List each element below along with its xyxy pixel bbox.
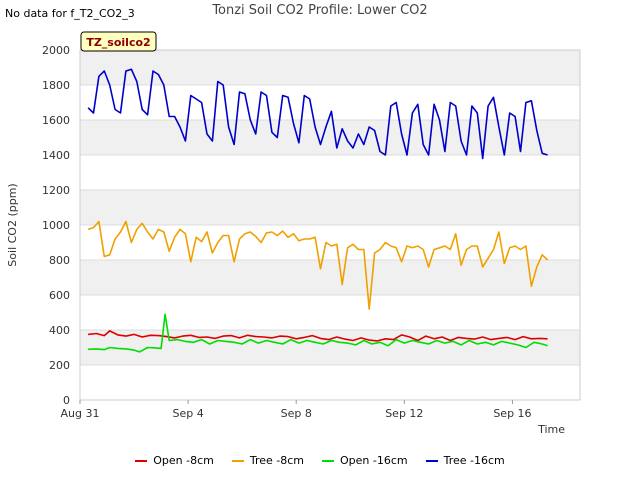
chart-title: Tonzi Soil CO2 Profile: Lower CO2: [212, 3, 428, 18]
legend-item: Open -16cm: [322, 454, 408, 467]
band-600: [80, 260, 580, 295]
y-tick-label: 200: [49, 359, 70, 372]
y-tick-label: 1800: [42, 79, 70, 92]
legend-swatch: [425, 459, 438, 462]
badge-label: TZ_soilco2: [86, 36, 150, 49]
x-tick-label: Sep 8: [281, 407, 312, 420]
y-axis-ticks: 0 200 400 600 800 1000 1200 1400 1600 1800 2000: [42, 44, 70, 407]
legend-label: Open -8cm: [153, 454, 214, 467]
x-tick-label: Aug 31: [61, 407, 100, 420]
y-tick-label: 1600: [42, 114, 70, 127]
y-tick-label: 1400: [42, 149, 70, 162]
y-tick-label: 1200: [42, 184, 70, 197]
legend-swatch: [231, 459, 244, 462]
series-line-open-16cm: [88, 313, 548, 353]
x-tick-label: Sep 4: [172, 407, 203, 420]
series-line-tree-8cm: [87, 220, 549, 310]
legend: Open -8cm Tree -8cm Open -16cm Tree -16cm: [0, 454, 640, 467]
y-tick-label: 800: [49, 254, 70, 267]
x-axis-ticks: Aug 31 Sep 4 Sep 8 Sep 12 Sep 16: [61, 400, 532, 420]
band-1000: [80, 190, 580, 225]
background-bands: [80, 50, 580, 365]
x-tick-label: Sep 12: [385, 407, 423, 420]
x-tick-label: Sep 16: [493, 407, 531, 420]
legend-swatch: [322, 459, 334, 462]
plot-frame: [79, 49, 581, 401]
y-tick-label: 2000: [42, 44, 70, 57]
series-line-tree-16cm: [87, 68, 548, 160]
legend-item: Open -8cm: [135, 454, 214, 467]
legend-label: Open -16cm: [340, 454, 408, 467]
legend-swatch: [135, 459, 148, 462]
x-axis-label: Time: [537, 423, 565, 436]
band-1800: [80, 50, 580, 85]
series-lines: [87, 68, 549, 353]
dataset-badge: TZ_soilco2: [80, 31, 157, 52]
legend-item: Tree -16cm: [425, 454, 505, 467]
y-tick-label: 400: [49, 324, 70, 337]
no-data-notice: No data for f_T2_CO2_3: [5, 7, 135, 20]
y-tick-label: 0: [63, 394, 70, 407]
legend-label: Tree -8cm: [249, 454, 304, 467]
band-1400: [80, 120, 580, 155]
y-tick-label: 600: [49, 289, 70, 302]
y-axis-label: Soil CO2 (ppm): [6, 183, 19, 266]
legend-label: Tree -16cm: [443, 454, 505, 467]
y-tick-label: 1000: [42, 219, 70, 232]
legend-item: Tree -8cm: [231, 454, 304, 467]
